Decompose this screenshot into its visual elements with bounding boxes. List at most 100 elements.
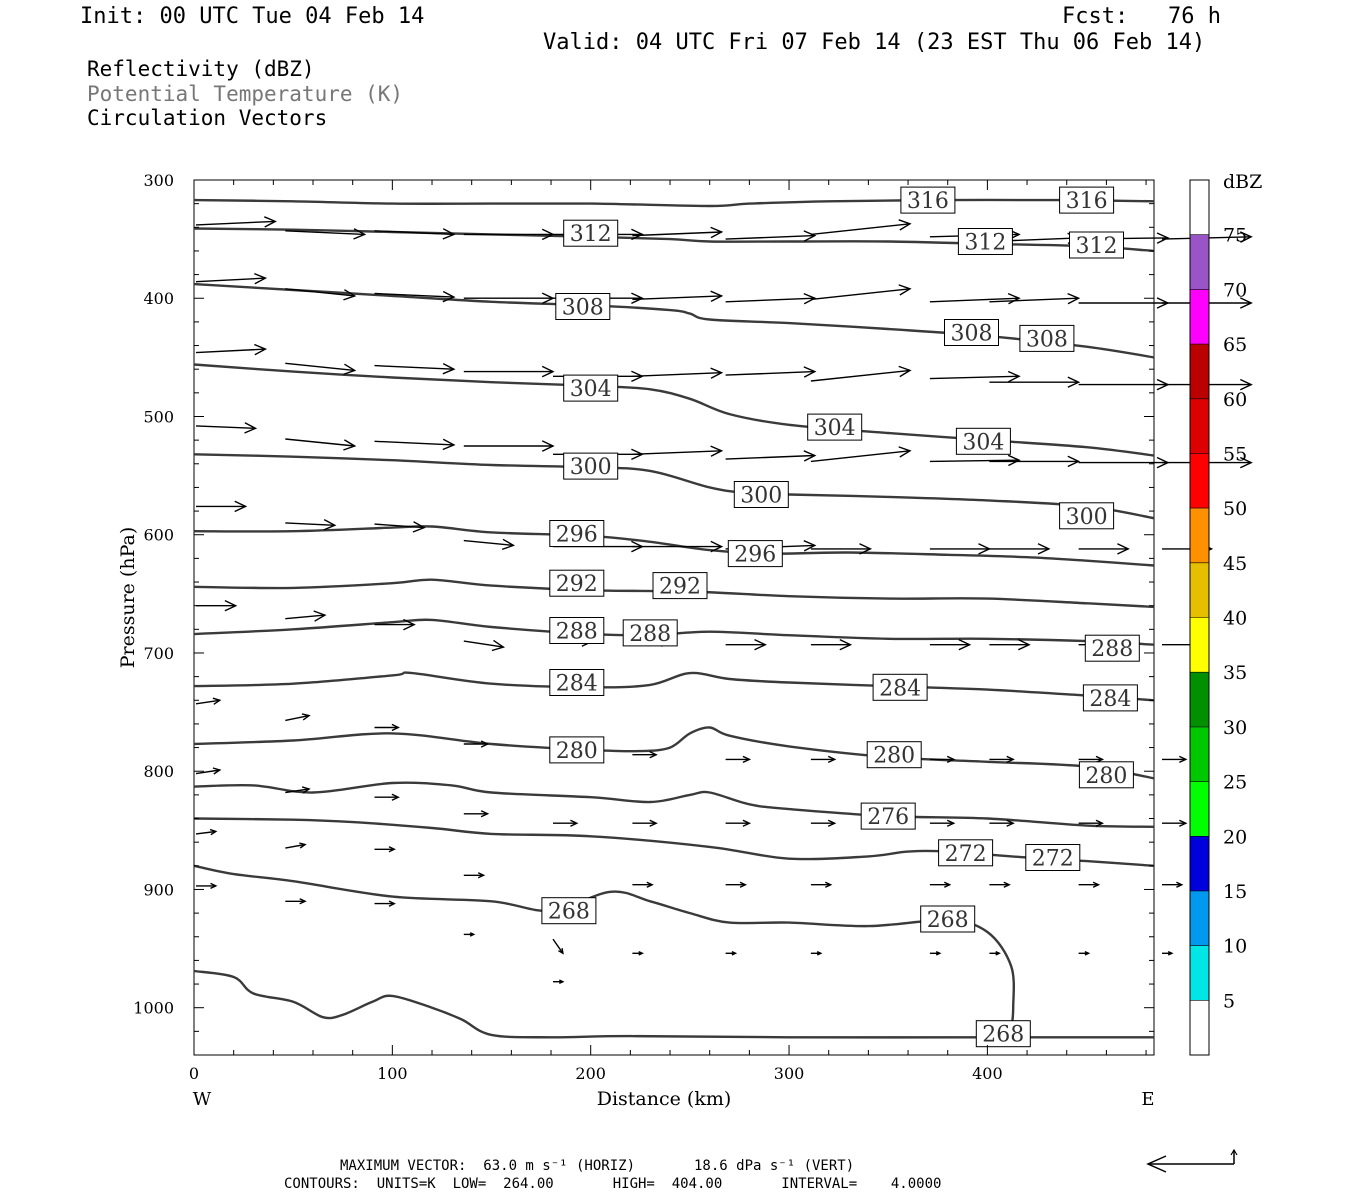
vector-head xyxy=(299,842,307,849)
circulation-vector xyxy=(725,292,817,305)
vector-shaft xyxy=(195,699,220,705)
vector-shaft xyxy=(195,277,266,283)
circulation-vector xyxy=(810,819,837,827)
vector-head xyxy=(1006,819,1015,827)
plot-frame xyxy=(193,179,1155,1056)
y-tick-label: 500 xyxy=(143,407,174,426)
vector-head xyxy=(541,365,555,378)
x-tick-label: 300 xyxy=(774,1064,805,1083)
circulation-vector xyxy=(929,454,1021,467)
contour-label-box-276 xyxy=(860,802,916,830)
circulation-vector xyxy=(929,370,1021,383)
contour-label-box-308 xyxy=(555,293,611,320)
contour-label-box-268 xyxy=(541,897,597,925)
colorbar-bin xyxy=(1190,726,1209,782)
circulation-vector xyxy=(632,750,658,759)
field-potential-temperature: Potential Temperature (K) xyxy=(87,82,404,106)
vector-shaft xyxy=(989,297,1079,303)
contour-label-box-288 xyxy=(549,617,605,644)
vector-head xyxy=(638,950,644,956)
vector-head xyxy=(710,226,724,239)
contour-label-box-288 xyxy=(1084,634,1140,662)
circulation-vector xyxy=(810,638,853,651)
vector-head xyxy=(442,290,456,303)
vector-head xyxy=(731,950,738,956)
contour-label-300: 300 xyxy=(1066,505,1108,530)
circulation-vector xyxy=(632,226,724,239)
contour-label-288: 288 xyxy=(629,622,671,647)
contour-label-box-304 xyxy=(807,413,863,441)
contour-316 xyxy=(193,198,1155,208)
vector-head xyxy=(1239,231,1253,243)
vector-head xyxy=(958,638,972,651)
vector-shaft xyxy=(285,438,355,447)
vector-head xyxy=(1095,819,1105,827)
circulation-vector xyxy=(463,365,555,378)
vector-head xyxy=(491,639,506,652)
circulation-vector xyxy=(1078,819,1105,827)
contour-280 xyxy=(193,726,1155,780)
vector-shaft xyxy=(725,454,815,460)
contour-label-box-312 xyxy=(957,228,1013,255)
vector-head xyxy=(1006,755,1015,764)
vector-head xyxy=(1003,881,1011,888)
vector-head xyxy=(649,819,658,827)
circulation-vectors xyxy=(195,216,1253,985)
circulation-vector xyxy=(929,755,956,764)
vector-head xyxy=(1240,297,1253,309)
contour-276 xyxy=(193,781,1155,828)
vector-shaft xyxy=(195,425,256,429)
circulation-vector xyxy=(929,950,942,956)
vector-head xyxy=(1007,370,1021,383)
contour-label-304: 304 xyxy=(814,416,856,441)
vector-head xyxy=(1007,292,1021,305)
vector-shaft xyxy=(632,231,722,237)
vector-shaft xyxy=(374,440,454,446)
circulation-vector xyxy=(285,518,337,531)
colorbar-bin xyxy=(1190,289,1209,345)
colorbar-label: 45 xyxy=(1223,553,1247,575)
circulation-vector xyxy=(463,228,555,241)
vector-head xyxy=(480,740,490,748)
vector-head xyxy=(442,228,456,240)
colorbar-bin xyxy=(1190,180,1209,235)
contour-label-box-268 xyxy=(920,905,976,933)
vector-head xyxy=(343,439,357,451)
vector-head xyxy=(943,881,952,888)
vector-shaft xyxy=(725,297,815,303)
colorbar-bin xyxy=(1190,672,1209,727)
circulation-vector xyxy=(929,638,972,651)
vector-shaft xyxy=(195,830,216,835)
vector-head xyxy=(353,228,367,240)
forecast-hour: Fcst: 76 h xyxy=(1062,4,1221,29)
vector-head xyxy=(1178,819,1188,827)
contour-label-288: 288 xyxy=(556,620,598,645)
circulation-vector xyxy=(929,292,1021,305)
circulation-vector xyxy=(374,723,400,732)
contour-label-296: 296 xyxy=(734,543,776,568)
vector-head xyxy=(299,898,307,905)
contour-label-280: 280 xyxy=(1085,764,1127,789)
contour-label-box-280 xyxy=(866,741,922,769)
ref-vector-head xyxy=(1146,1155,1167,1173)
vector-shaft xyxy=(374,230,454,236)
vector-shaft xyxy=(810,369,911,382)
vector-head xyxy=(742,755,752,764)
footer-contours: CONTOURS: UNITS=K LOW= 264.00 HIGH= 404.… xyxy=(284,1176,942,1192)
vector-head xyxy=(739,881,748,888)
vector-head xyxy=(754,638,767,651)
contour-label-box-304 xyxy=(563,374,619,402)
vector-head xyxy=(254,343,268,356)
circulation-vector xyxy=(195,422,258,434)
x-end-label-east: E xyxy=(1141,1089,1154,1110)
contour-label-268: 268 xyxy=(927,908,969,933)
contour-label-292: 292 xyxy=(659,575,701,600)
vector-head xyxy=(827,755,837,764)
circulation-vector xyxy=(632,290,724,303)
vector-head xyxy=(839,638,853,651)
circulation-vector xyxy=(989,755,1015,764)
colorbar-label: 20 xyxy=(1223,826,1247,848)
vector-head xyxy=(1018,638,1031,651)
circulation-vector xyxy=(553,979,565,985)
vector-shaft xyxy=(929,459,1020,463)
